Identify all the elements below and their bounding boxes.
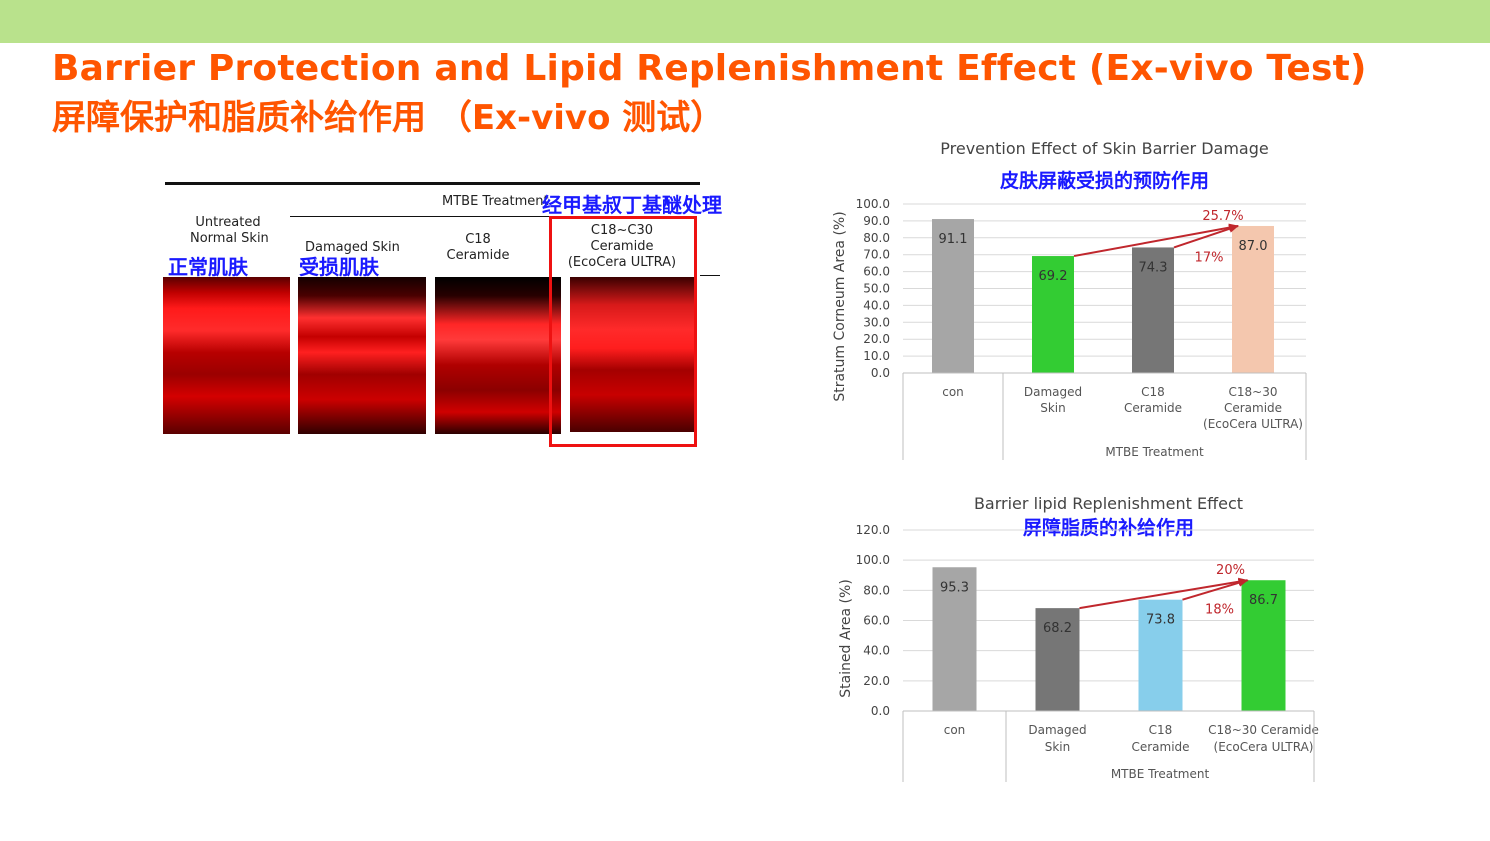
col-label-untreated-line2: Normal Skin xyxy=(190,231,269,246)
y-tick-label: 60.0 xyxy=(863,265,890,279)
bar-value-label: 74.3 xyxy=(1139,260,1168,275)
page-title-en: Barrier Protection and Lipid Replenishme… xyxy=(52,48,1367,89)
col-label-c1830-line3: (EcoCera ULTRA) xyxy=(567,255,677,270)
x-tick-label: Damaged xyxy=(1024,385,1082,399)
col-label-untreated-line1: Untreated xyxy=(195,215,261,230)
y-tick-label: 80.0 xyxy=(863,583,890,597)
x-tick-label: Damaged xyxy=(1028,723,1086,737)
image-untreated xyxy=(163,277,290,434)
x-tick-label: C18 xyxy=(1149,723,1173,737)
bar-value-label: 95.3 xyxy=(940,580,969,595)
x-tick-label: C18~30 Ceramide xyxy=(1208,723,1319,737)
bar xyxy=(1032,256,1074,373)
bar-value-label: 69.2 xyxy=(1039,269,1068,284)
comparison-percent-label: 18% xyxy=(1205,603,1234,618)
x-axis-group-label: MTBE Treatment xyxy=(1105,445,1204,459)
col-label-c18-line1: C18 xyxy=(465,232,491,247)
y-tick-label: 0.0 xyxy=(871,704,890,718)
x-tick-label: C18~30 xyxy=(1229,385,1278,399)
col-label-untreated: Untreated Normal Skin xyxy=(190,215,269,247)
y-tick-label: 20.0 xyxy=(863,674,890,688)
image-c1830 xyxy=(570,277,694,432)
image-c18 xyxy=(435,277,561,434)
comparison-percent-label: 20% xyxy=(1216,563,1245,578)
chart-barrier-damage: Prevention Effect of Skin Barrier Damage… xyxy=(826,132,1326,472)
treatment-label: MTBE Treatment xyxy=(442,194,549,209)
bar xyxy=(1241,580,1286,711)
x-tick-label: Ceramide xyxy=(1224,401,1282,415)
y-tick-label: 30.0 xyxy=(863,315,890,329)
x-tick-label: C18 xyxy=(1141,385,1165,399)
col-label-c18-line2: Ceramide xyxy=(446,248,510,263)
top-color-band xyxy=(0,0,1490,43)
chart-subtitle: 皮肤屏蔽受损的预防作用 xyxy=(1000,169,1209,192)
bar-value-label: 73.8 xyxy=(1146,613,1175,628)
y-axis-label: Stratum Corneum Area (%) xyxy=(832,211,848,401)
comparison-percent-label: 25.7% xyxy=(1202,209,1243,224)
x-tick-label: con xyxy=(942,385,964,399)
bar xyxy=(1035,608,1080,711)
comparison-arrow xyxy=(1173,225,1239,249)
image-damaged xyxy=(298,277,426,434)
bar-value-label: 68.2 xyxy=(1043,621,1072,636)
bar-value-label: 91.1 xyxy=(939,232,968,247)
comparison-arrow xyxy=(1182,578,1249,601)
x-tick-label: (EcoCera ULTRA) xyxy=(1214,740,1314,754)
y-tick-label: 50.0 xyxy=(863,282,890,296)
x-tick-label: Ceramide xyxy=(1124,401,1182,415)
y-tick-label: 100.0 xyxy=(856,553,890,567)
y-tick-label: 60.0 xyxy=(863,614,890,628)
treatment-label-cn: 经甲基叔丁基醚处理 xyxy=(542,193,722,217)
page-title-cn: 屏障保护和脂质补给作用 （Ex-vivo 测试） xyxy=(52,98,725,138)
chart-lipid-replenishment: Barrier lipid Replenishment Effect 屏障脂质的补… xyxy=(826,486,1326,796)
y-tick-label: 90.0 xyxy=(863,214,890,228)
bar xyxy=(1232,225,1274,373)
x-axis-group-label: MTBE Treatment xyxy=(1111,767,1210,781)
y-tick-label: 80.0 xyxy=(863,231,890,245)
y-tick-label: 100.0 xyxy=(856,197,890,211)
skin-image-panel: MTBE Treatment 经甲基叔丁基醚处理 Untreated Norma… xyxy=(160,180,722,460)
panel-top-rule xyxy=(165,182,700,185)
x-tick-label: con xyxy=(944,723,966,737)
col-label-c18: C18 Ceramide xyxy=(443,232,513,264)
col-label-c1830-line2: Ceramide xyxy=(590,239,654,254)
chart-title: Prevention Effect of Skin Barrier Damage xyxy=(940,139,1268,158)
col-label-c1830-line1: C18~C30 xyxy=(590,223,654,238)
chart-subtitle: 屏障脂质的补给作用 xyxy=(1023,516,1194,539)
bar xyxy=(932,219,974,373)
bar xyxy=(932,567,977,711)
comparison-arrow xyxy=(1073,223,1239,258)
x-tick-label: Skin xyxy=(1045,740,1071,754)
comparison-percent-label: 17% xyxy=(1195,250,1224,265)
x-tick-label: (EcoCera ULTRA) xyxy=(1203,417,1303,431)
bar-value-label: 86.7 xyxy=(1249,593,1278,608)
y-tick-label: 10.0 xyxy=(863,349,890,363)
y-tick-label: 20.0 xyxy=(863,332,890,346)
y-axis-label: Stained Area (%) xyxy=(838,579,854,698)
chart-lipid-replenishment-svg: Barrier lipid Replenishment Effect 屏障脂质的补… xyxy=(838,494,1319,782)
bar xyxy=(1132,247,1174,373)
x-tick-label: Skin xyxy=(1040,401,1066,415)
y-tick-label: 40.0 xyxy=(863,644,890,658)
col-label-c1830: C18~C30 Ceramide (EcoCera ULTRA) xyxy=(566,223,678,271)
bar xyxy=(1138,599,1183,711)
highlight-box xyxy=(549,216,697,447)
y-tick-label: 0.0 xyxy=(871,366,890,380)
bar-value-label: 87.0 xyxy=(1239,239,1268,254)
treatment-rule xyxy=(290,216,550,217)
col-label-damaged-cn: 受损肌肤 xyxy=(299,255,379,279)
treatment-rule-end xyxy=(700,275,720,276)
chart-barrier-damage-svg: Prevention Effect of Skin Barrier Damage… xyxy=(832,139,1307,460)
col-label-untreated-cn: 正常肌肤 xyxy=(168,255,248,279)
col-label-damaged: Damaged Skin xyxy=(305,240,400,255)
y-tick-label: 40.0 xyxy=(863,298,890,312)
x-tick-label: Ceramide xyxy=(1131,740,1189,754)
y-tick-label: 120.0 xyxy=(856,523,890,537)
chart-title: Barrier lipid Replenishment Effect xyxy=(974,494,1243,513)
comparison-arrow xyxy=(1079,577,1249,610)
y-tick-label: 70.0 xyxy=(863,248,890,262)
